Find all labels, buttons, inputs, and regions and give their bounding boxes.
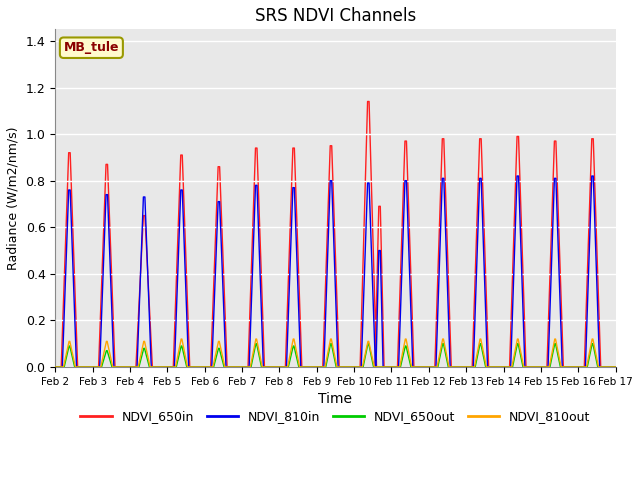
- X-axis label: Time: Time: [319, 392, 353, 406]
- Legend: NDVI_650in, NDVI_810in, NDVI_650out, NDVI_810out: NDVI_650in, NDVI_810in, NDVI_650out, NDV…: [76, 405, 595, 428]
- Title: SRS NDVI Channels: SRS NDVI Channels: [255, 7, 416, 25]
- Y-axis label: Radiance (W/m2/nm/s): Radiance (W/m2/nm/s): [7, 126, 20, 270]
- Text: MB_tule: MB_tule: [63, 41, 119, 54]
